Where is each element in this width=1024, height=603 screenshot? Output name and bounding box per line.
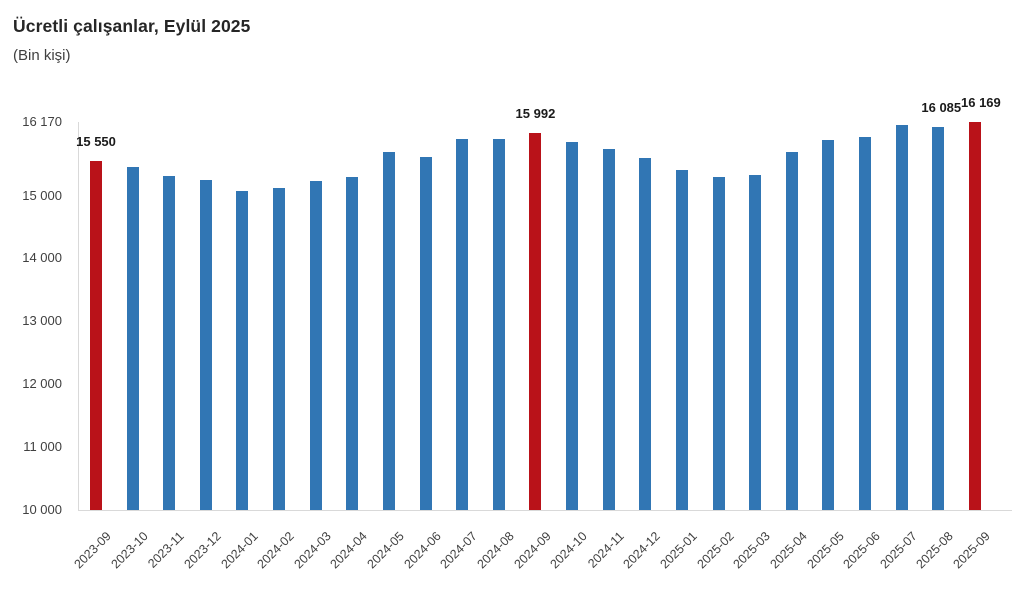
x-axis-label: 2024-05 [364,529,407,572]
x-axis-label: 2024-06 [401,529,444,572]
x-axis-label: 2024-01 [218,529,261,572]
bar-2025-02 [712,176,725,510]
x-axis-label: 2024-09 [511,529,554,572]
x-axis-label: 2025-07 [877,529,920,572]
bar-2025-08 [932,127,945,510]
x-axis-label: 2025-06 [840,529,883,572]
bar-2024-09 [529,133,542,510]
bar-value-label: 16 169 [960,95,1001,111]
x-axis-label: 2024-10 [547,529,590,572]
bar-2025-09 [968,122,981,510]
bar-value-label: 16 085 [921,100,962,116]
y-tick-label: 13 000 [22,313,62,329]
bar-value-label: 15 550 [76,133,116,149]
x-axis-label: 2025-03 [730,529,774,572]
x-axis-label: 2025-01 [657,529,700,572]
y-tick-label: 10 000 [22,502,62,517]
x-axis-label: 2023-11 [145,529,188,571]
y-tick-label: 11 000 [23,439,62,455]
bar-2024-04 [346,177,359,510]
bar-2023-09 [90,160,102,510]
bar-2023-10 [126,166,139,510]
y-tick-label: 14 000 [22,250,62,266]
x-axis-label: 2025-05 [803,529,847,572]
bar-2024-03 [309,181,322,510]
x-axis-label: 2024-04 [327,529,371,572]
y-tick-label: 16 170 [22,114,62,129]
chart-title: Ücretli çalışanlar, Eylül 2025 [13,16,251,36]
bar-2024-05 [382,151,395,510]
bar-2024-01 [236,191,249,510]
bar-2024-06 [419,157,432,510]
x-axis-label: 2025-08 [913,529,957,572]
x-axis-label: 2023-12 [181,529,224,572]
bar-2024-10 [566,141,579,510]
x-axis-label: 2023-10 [108,529,151,572]
x-axis-label: 2023-09 [71,529,114,572]
bar-2023-11 [163,176,176,510]
bar-2024-11 [602,149,615,510]
bar-2023-12 [199,179,212,510]
y-tick-label: 15 000 [22,187,62,203]
x-axis-label: 2024-07 [437,529,481,572]
x-axis-label: 2024-08 [474,529,517,572]
x-axis-line [78,510,1012,511]
bar-2025-05 [822,139,835,510]
x-axis-label: 2024-03 [291,529,334,572]
y-tick-label: 12 000 [22,376,62,392]
bar-2024-02 [273,188,286,510]
bar-value-label: 15 992 [515,106,556,122]
x-axis-label: 2024-02 [254,529,298,572]
x-axis-label: 2025-02 [694,529,737,572]
bar-2024-07 [456,138,469,510]
bar-2024-08 [492,138,505,510]
x-axis-label: 2024-12 [620,529,664,572]
x-axis-label: 2025-09 [950,529,993,572]
bar-2024-12 [639,158,652,510]
bar-2025-04 [785,152,798,510]
y-axis-line [78,122,79,510]
x-axis-label: 2024-11 [584,529,627,571]
bar-2025-03 [749,174,762,510]
bar-2025-01 [675,170,688,510]
bar-2025-06 [859,136,872,510]
bar-2025-07 [895,124,908,510]
x-axis-label: 2025-04 [767,529,810,572]
chart-subtitle: (Bin kişi) [13,47,71,64]
